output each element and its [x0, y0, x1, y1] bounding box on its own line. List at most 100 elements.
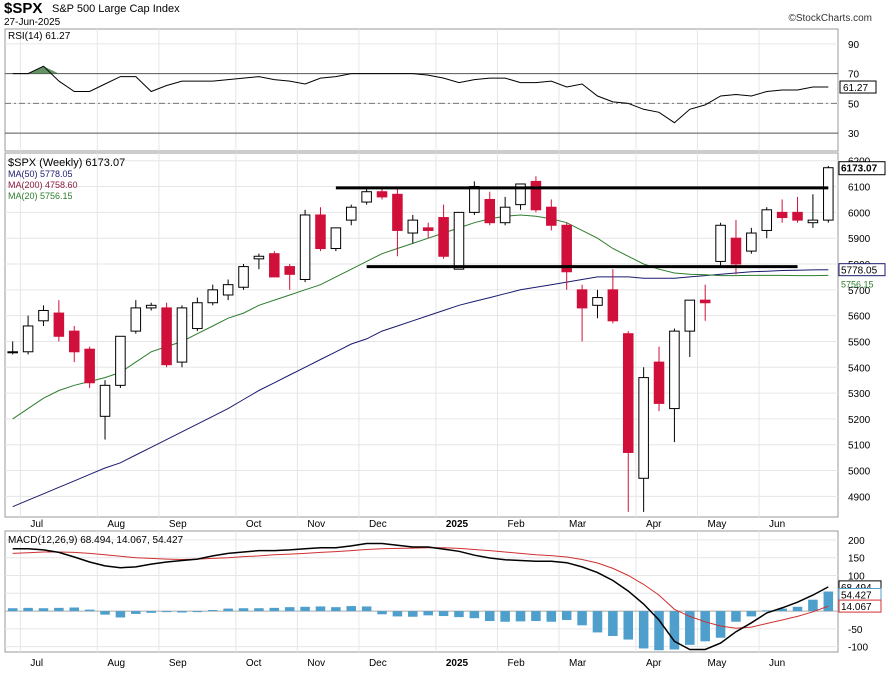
- price-x-label: Aug: [107, 519, 125, 530]
- candle-body: [376, 191, 388, 198]
- macd-histogram-bar: [731, 611, 741, 622]
- candle-body: [361, 191, 372, 203]
- last-price-label: 6173.07: [841, 164, 878, 175]
- macd-histogram-bar: [392, 611, 403, 617]
- candle-body: [392, 193, 403, 231]
- macd-histogram-bar: [346, 606, 357, 612]
- candle-body: [684, 299, 696, 332]
- price-legend-item: MA(200) 4758.60: [8, 180, 78, 190]
- rsi-value-label: 61.27: [843, 83, 868, 94]
- index-name: S&P 500 Large Cap Index: [52, 3, 180, 15]
- macd-histogram-bar: [484, 611, 495, 622]
- candle-body: [576, 289, 588, 309]
- price-x-label: Feb: [507, 519, 525, 530]
- candle-body: [746, 232, 757, 252]
- candle-body: [22, 325, 34, 353]
- macd-histogram-bar: [761, 610, 772, 612]
- candle-body: [38, 309, 49, 322]
- macd-line: [12, 542, 829, 651]
- macd-histogram-bar: [454, 611, 464, 618]
- macd-histogram-bar: [284, 607, 295, 612]
- price-tick-label: 6100: [848, 183, 871, 194]
- macd-histogram-bar: [792, 606, 803, 612]
- macd-histogram-bar: [269, 607, 280, 612]
- price-tick-label: 5000: [848, 467, 871, 478]
- macd-histogram-bar: [84, 609, 95, 612]
- candle-body: [84, 348, 95, 384]
- macd-x-label: Mar: [569, 658, 587, 669]
- macd-x-label: Feb: [507, 658, 525, 669]
- candle-body: [592, 297, 603, 306]
- price-tick-label: 5700: [848, 286, 871, 297]
- candle-body: [315, 214, 326, 250]
- price-x-label: Jun: [769, 519, 785, 530]
- macd-x-label: Apr: [646, 658, 662, 669]
- macd-histogram-bar: [669, 611, 680, 650]
- macd-signal-line: [12, 547, 829, 629]
- candle-body: [115, 335, 126, 386]
- macd-histogram-bar: [823, 591, 834, 612]
- last-price-box: [838, 161, 886, 176]
- macd-histogram-bar: [38, 608, 49, 612]
- macd-histogram-bar: [623, 611, 634, 640]
- price-legend-item: MA(20) 5756.15: [8, 191, 73, 201]
- candle-body: [669, 330, 680, 410]
- candle-body: [776, 211, 788, 219]
- candle-body: [161, 307, 172, 366]
- macd-value-label: 54.427: [841, 591, 872, 602]
- macd-histogram-bar: [608, 611, 618, 636]
- price-legend-item: MA(50) 5778.05: [8, 169, 73, 179]
- chart-header: $SPX S&P 500 Large Cap Index 27-Jun-2025…: [0, 0, 890, 28]
- price-tick-label: 5100: [848, 441, 871, 452]
- price-x-label: Apr: [646, 519, 662, 530]
- macd-x-label: 2025: [446, 658, 469, 669]
- candle-body: [130, 307, 142, 332]
- macd-histogram-bar: [808, 599, 818, 612]
- macd-x-label: Jul: [30, 658, 43, 669]
- macd-value-label: 14.067: [841, 602, 872, 613]
- candle-body: [407, 219, 419, 234]
- candle-body: [469, 186, 480, 213]
- candle-body: [222, 284, 234, 296]
- macd-histogram-bar: [777, 608, 787, 612]
- price-tick-label: 5500: [848, 337, 871, 348]
- price-tick-label: 5900: [848, 234, 871, 245]
- candle-body: [438, 217, 449, 257]
- candle-body: [715, 224, 726, 262]
- price-x-label: Sep: [169, 519, 187, 530]
- ma50-value-box: [838, 263, 886, 277]
- candle-body: [284, 266, 295, 275]
- macd-histogram-bar: [192, 611, 203, 613]
- macd-histogram-bar: [515, 611, 526, 622]
- macd-x-label: Nov: [307, 658, 325, 669]
- price-tick-label: 6000: [848, 208, 871, 219]
- rsi-line: [12, 65, 829, 124]
- macd-histogram-bar: [100, 611, 110, 615]
- candle-body: [761, 209, 773, 231]
- candle-body: [269, 253, 280, 278]
- candle-body: [207, 289, 219, 304]
- macd-histogram-bar: [500, 611, 510, 622]
- macd-histogram-bar: [54, 607, 64, 612]
- macd-tick-label: 150: [848, 554, 865, 565]
- macd-histogram-bar: [377, 611, 387, 615]
- macd-tick-label: -100: [848, 643, 868, 654]
- price-tick-label: 4900: [848, 492, 871, 503]
- price-x-label: Dec: [369, 519, 387, 530]
- candle-body: [192, 302, 203, 330]
- macd-x-label: May: [708, 658, 727, 669]
- candle-body: [546, 206, 557, 226]
- candle-body: [176, 307, 188, 363]
- candle-body: [68, 330, 80, 353]
- rsi-tick-label: 90: [848, 40, 860, 51]
- candle-body: [484, 198, 496, 224]
- macd-histogram-bar: [131, 611, 141, 614]
- price-tick-label: 5300: [848, 389, 871, 400]
- credit-text: ©StockCharts.com: [788, 13, 872, 24]
- macd-tick-label: -50: [848, 625, 863, 636]
- macd-histogram-bar: [592, 611, 603, 633]
- macd-histogram-bar: [177, 611, 187, 613]
- macd-histogram-bar: [685, 611, 695, 645]
- candle-body: [499, 206, 511, 224]
